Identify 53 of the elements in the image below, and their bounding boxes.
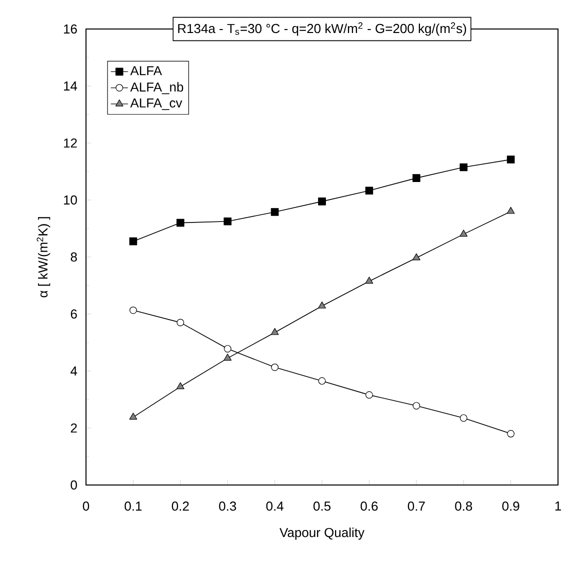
point — [507, 430, 515, 438]
point — [460, 163, 468, 172]
point — [460, 230, 468, 237]
point — [318, 198, 326, 206]
point — [270, 328, 279, 335]
x-tick-label: 0.1 — [124, 502, 142, 511]
point — [365, 186, 374, 194]
x-tick-label: 0.8 — [455, 502, 472, 511]
x-tick-label: 0.7 — [408, 502, 425, 511]
y-tick-label: 8 — [70, 252, 77, 262]
point — [318, 302, 326, 308]
x-tick-label: 0.6 — [360, 502, 378, 511]
y-tick-label: 16 — [64, 24, 77, 34]
point — [365, 276, 374, 284]
point — [412, 253, 420, 260]
point — [412, 402, 420, 410]
point — [271, 364, 278, 371]
point — [224, 345, 232, 352]
y-tick-label: 12 — [64, 138, 77, 148]
legend-label: ALFA_cv — [130, 98, 182, 110]
point — [506, 206, 515, 214]
y-axis-title: α [ kW/(m$^{2}$K) ] — [36, 217, 50, 298]
point — [224, 354, 232, 361]
y-tick-label: 4 — [70, 366, 78, 376]
point — [176, 382, 184, 390]
point — [130, 306, 137, 314]
y-tick-label: 14 — [64, 82, 78, 90]
point — [224, 217, 232, 226]
y-tick-label: 0 — [70, 480, 77, 490]
x-tick-label: 0 — [82, 502, 90, 511]
x-axis-title: Vapour Quality — [280, 528, 364, 540]
point — [460, 414, 468, 422]
point — [129, 237, 138, 246]
point — [129, 412, 138, 420]
point — [318, 377, 326, 385]
y-tick-label: 6 — [70, 309, 77, 319]
legend-label: ALFA — [130, 66, 162, 76]
x-tick-label: 0.9 — [502, 502, 520, 511]
point — [366, 391, 373, 399]
point — [412, 174, 420, 182]
x-tick-label: 0.2 — [172, 502, 189, 511]
y-tick-label: 2 — [70, 423, 77, 433]
point — [176, 318, 184, 326]
x-tick-label: 0.5 — [313, 502, 330, 511]
point — [270, 208, 279, 216]
x-tick-label: 0.3 — [219, 502, 236, 511]
point — [176, 218, 184, 227]
y-tick-label: 10 — [64, 195, 77, 205]
point — [506, 156, 515, 164]
legend-label: ALFA_nb — [130, 82, 184, 94]
x-tick-label: 0.4 — [266, 502, 284, 511]
x-tick-label: 1 — [555, 502, 561, 510]
chart-title: R134a - T$_{s}$=30 °C - q=20 kW/m$^{2}$ - G=200 kg/(m$^{2}$s) — [178, 22, 466, 36]
